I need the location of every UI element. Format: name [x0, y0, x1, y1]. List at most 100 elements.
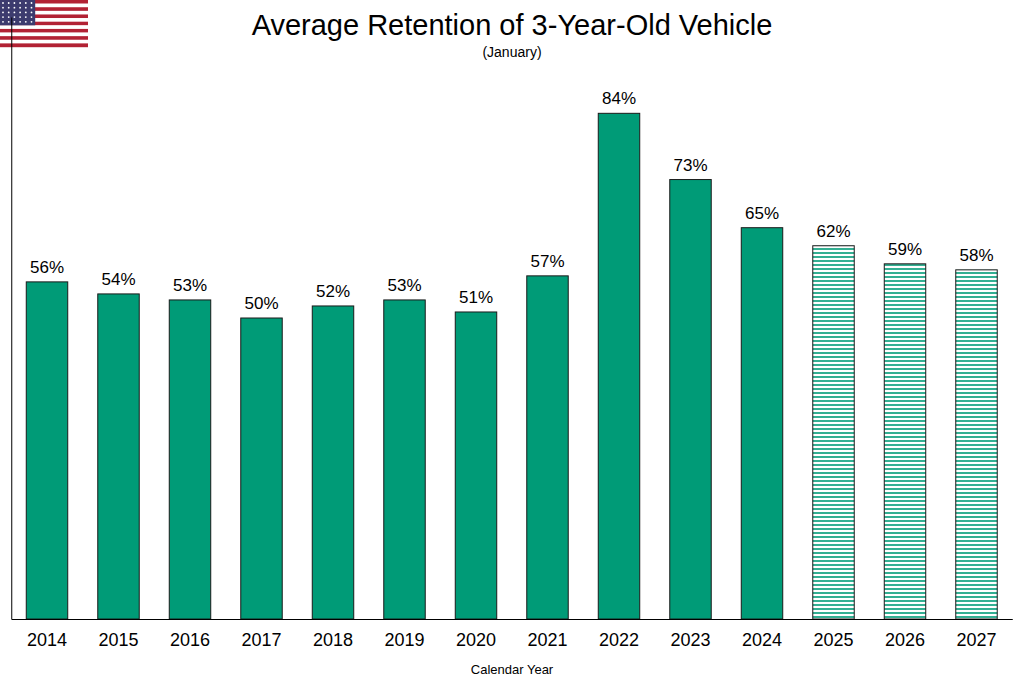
data-label: 73%: [673, 156, 707, 175]
flag-star: [25, 7, 27, 9]
data-label: 54%: [101, 270, 135, 289]
x-tick-label: 2014: [27, 630, 67, 650]
bar: [741, 228, 782, 619]
x-tick: 2026: [885, 619, 925, 650]
data-label: 53%: [173, 276, 207, 295]
x-tick: 2019: [384, 619, 424, 650]
flag-star: [14, 21, 16, 23]
flag-stripe: [0, 36, 88, 40]
x-tick-label: 2019: [384, 630, 424, 650]
data-label: 56%: [30, 258, 64, 277]
bar: [956, 270, 997, 619]
data-label: 53%: [387, 276, 421, 295]
bar: [598, 113, 639, 619]
x-tick-label: 2023: [670, 630, 710, 650]
flag-star: [25, 21, 27, 23]
x-tick: 2017: [241, 619, 281, 650]
x-tick: 2016: [170, 619, 210, 650]
bar: [241, 318, 282, 619]
bar: [884, 264, 925, 619]
data-label: 51%: [459, 288, 493, 307]
x-tick-label: 2025: [813, 630, 853, 650]
flag-star: [19, 2, 21, 4]
flag-icon: [0, 0, 88, 47]
data-label: 62%: [816, 222, 850, 241]
flag-star: [31, 12, 33, 14]
bar: [169, 300, 210, 619]
x-tick: 2024: [742, 619, 782, 650]
x-tick: 2025: [813, 619, 853, 650]
flag-star: [31, 7, 33, 9]
subtitle: (January): [482, 44, 541, 60]
y-axis-line: [11, 18, 12, 620]
flag-star: [31, 2, 33, 4]
flag-stripe: [0, 43, 88, 47]
flag-star: [2, 16, 4, 18]
data-label: 59%: [888, 240, 922, 259]
flag-stripe: [0, 29, 88, 33]
x-tick-label: 2021: [527, 630, 567, 650]
x-tick: 2023: [670, 619, 710, 650]
flag-star: [31, 21, 33, 23]
bar: [670, 180, 711, 619]
flag-star: [14, 7, 16, 9]
bar: [813, 246, 854, 619]
data-label: 58%: [959, 246, 993, 265]
data-label: 57%: [530, 252, 564, 271]
flag-star: [19, 7, 21, 9]
x-axis-line: [12, 619, 1013, 620]
data-label: 84%: [602, 89, 636, 108]
data-label: 52%: [316, 282, 350, 301]
flag-star: [25, 12, 27, 14]
x-axis: 2014 2015 2016 2017 2018 2019 2020 2021 2022 2023…: [12, 619, 1013, 650]
bars: [26, 113, 997, 619]
data-labels: 56% 54% 53% 50% 52% 53% 51% 57% 84% 73% 65% 62% 59% 5…: [30, 89, 994, 313]
bar: [384, 300, 425, 619]
title: Average Retention of 3-Year-Old Vehicle: [252, 9, 773, 41]
y-axis: [11, 18, 12, 620]
flag-star: [8, 7, 10, 9]
flag-star: [8, 21, 10, 23]
x-tick-label: 2017: [241, 630, 281, 650]
x-tick: 2015: [98, 619, 138, 650]
bar: [527, 276, 568, 619]
x-axis-title: Calendar Year: [471, 662, 554, 677]
bar: [98, 294, 139, 619]
flag-star: [14, 12, 16, 14]
data-label: 50%: [244, 294, 278, 313]
chart: Average Retention of 3-Year-Old Vehicle (…: [0, 0, 1024, 692]
flag-star: [8, 12, 10, 14]
flag-star: [14, 16, 16, 18]
flag-star: [19, 12, 21, 14]
x-tick-label: 2027: [956, 630, 996, 650]
x-tick-label: 2016: [170, 630, 210, 650]
flag-star: [2, 2, 4, 4]
flag-stripe: [0, 40, 88, 44]
x-tick: 2022: [599, 619, 639, 650]
x-tick: 2014: [27, 619, 67, 650]
x-tick-label: 2015: [98, 630, 138, 650]
x-tick: 2018: [313, 619, 353, 650]
flag-stripe: [0, 33, 88, 37]
flag-star: [19, 16, 21, 18]
x-tick: 2021: [527, 619, 567, 650]
x-tick-label: 2026: [885, 630, 925, 650]
x-tick-label: 2024: [742, 630, 782, 650]
x-tick: 2027: [956, 619, 996, 650]
x-tick-label: 2020: [456, 630, 496, 650]
x-tick: 2020: [456, 619, 496, 650]
x-tick-label: 2022: [599, 630, 639, 650]
bar: [26, 282, 67, 619]
flag-stripe: [0, 25, 88, 29]
x-tick-label: 2018: [313, 630, 353, 650]
bar: [312, 306, 353, 619]
flag-star: [2, 7, 4, 9]
flag-star: [25, 2, 27, 4]
flag-star: [2, 21, 4, 23]
flag-star: [8, 2, 10, 4]
flag-star: [14, 2, 16, 4]
data-label: 65%: [745, 204, 779, 223]
flag-canton: [0, 0, 35, 25]
flag-star: [25, 16, 27, 18]
flag-star: [19, 21, 21, 23]
